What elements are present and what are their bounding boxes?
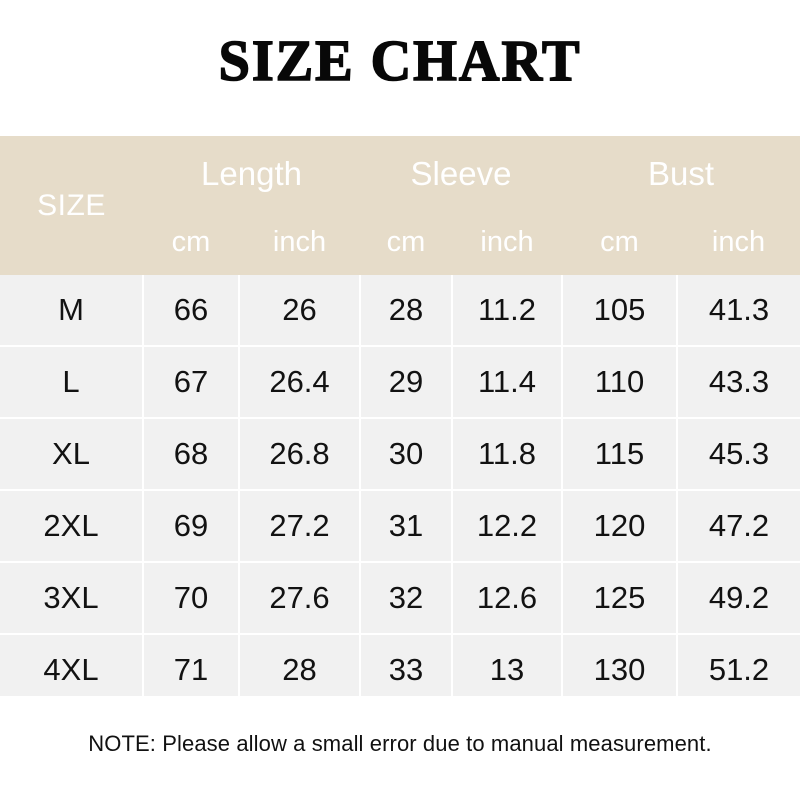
- note-band: NOTE: Please allow a small error due to …: [0, 696, 800, 800]
- header-cell-length-inch: inch: [239, 216, 360, 275]
- header-cell-size: SIZE: [0, 136, 143, 275]
- cell-length-cm: 71: [143, 634, 240, 705]
- size-table-container: SIZE Length Sleeve Bust cm inch cm inch …: [0, 136, 800, 705]
- cell-length-cm: 66: [143, 275, 240, 347]
- header-cell-sleeve-cm: cm: [360, 216, 452, 275]
- cell-bust-inch: 51.2: [677, 634, 800, 705]
- cell-bust-cm: 115: [562, 418, 678, 491]
- cell-sleeve-cm: 29: [360, 346, 453, 419]
- header-cell-length-cm: cm: [143, 216, 239, 275]
- cell-bust-inch: 43.3: [677, 346, 800, 419]
- table-row: 4XL 71 28 33 13 130 51.2: [0, 634, 800, 705]
- cell-length-inch: 27.2: [239, 490, 361, 563]
- header-cell-sleeve-inch: inch: [452, 216, 562, 275]
- table-row: 2XL 69 27.2 31 12.2 120 47.2: [0, 490, 800, 563]
- cell-bust-inch: 49.2: [677, 562, 800, 635]
- table-header: SIZE Length Sleeve Bust cm inch cm inch …: [0, 136, 800, 275]
- cell-sleeve-inch: 13: [452, 634, 563, 705]
- title-band: SIZE CHART: [0, 0, 800, 136]
- table-body: M 66 26 28 11.2 105 41.3 L 67 26.4 29 11…: [0, 275, 800, 705]
- table-row: M 66 26 28 11.2 105 41.3: [0, 275, 800, 347]
- header-cell-group-length: Length: [143, 136, 360, 216]
- cell-bust-cm: 105: [562, 275, 678, 347]
- cell-sleeve-cm: 30: [360, 418, 453, 491]
- cell-sleeve-cm: 28: [360, 275, 453, 347]
- cell-length-inch: 27.6: [239, 562, 361, 635]
- cell-bust-inch: 41.3: [677, 275, 800, 347]
- measurement-note: NOTE: Please allow a small error due to …: [88, 731, 712, 756]
- cell-length-inch: 28: [239, 634, 361, 705]
- header-cell-bust-cm: cm: [562, 216, 677, 275]
- cell-length-cm: 70: [143, 562, 240, 635]
- cell-size: XL: [0, 418, 144, 491]
- cell-length-cm: 68: [143, 418, 240, 491]
- table-header-row-groups: SIZE Length Sleeve Bust: [0, 136, 800, 275]
- cell-size: 4XL: [0, 634, 144, 705]
- header-cell-group-sleeve: Sleeve: [360, 136, 562, 216]
- cell-size: 3XL: [0, 562, 144, 635]
- cell-bust-cm: 120: [562, 490, 678, 563]
- cell-bust-cm: 130: [562, 634, 678, 705]
- header-cell-group-bust: Bust: [562, 136, 800, 216]
- cell-length-inch: 26.4: [239, 346, 361, 419]
- cell-length-inch: 26.8: [239, 418, 361, 491]
- cell-sleeve-cm: 31: [360, 490, 453, 563]
- cell-length-inch: 26: [239, 275, 361, 347]
- cell-size: M: [0, 275, 144, 347]
- table-row: XL 68 26.8 30 11.8 115 45.3: [0, 418, 800, 491]
- cell-size: 2XL: [0, 490, 144, 563]
- cell-bust-inch: 47.2: [677, 490, 800, 563]
- size-table: SIZE Length Sleeve Bust cm inch cm inch …: [0, 136, 800, 705]
- cell-size: L: [0, 346, 144, 419]
- cell-sleeve-inch: 11.4: [452, 346, 563, 419]
- cell-sleeve-cm: 33: [360, 634, 453, 705]
- table-header-row-units: cm inch cm inch cm inch: [0, 216, 800, 275]
- cell-length-cm: 67: [143, 346, 240, 419]
- cell-bust-cm: 110: [562, 346, 678, 419]
- cell-sleeve-cm: 32: [360, 562, 453, 635]
- cell-sleeve-inch: 11.2: [452, 275, 563, 347]
- table-row: L 67 26.4 29 11.4 110 43.3: [0, 346, 800, 419]
- cell-bust-cm: 125: [562, 562, 678, 635]
- cell-length-cm: 69: [143, 490, 240, 563]
- table-row: 3XL 70 27.6 32 12.6 125 49.2: [0, 562, 800, 635]
- header-cell-bust-inch: inch: [677, 216, 800, 275]
- cell-sleeve-inch: 11.8: [452, 418, 563, 491]
- cell-sleeve-inch: 12.2: [452, 490, 563, 563]
- page-title: SIZE CHART: [218, 28, 582, 93]
- cell-sleeve-inch: 12.6: [452, 562, 563, 635]
- cell-bust-inch: 45.3: [677, 418, 800, 491]
